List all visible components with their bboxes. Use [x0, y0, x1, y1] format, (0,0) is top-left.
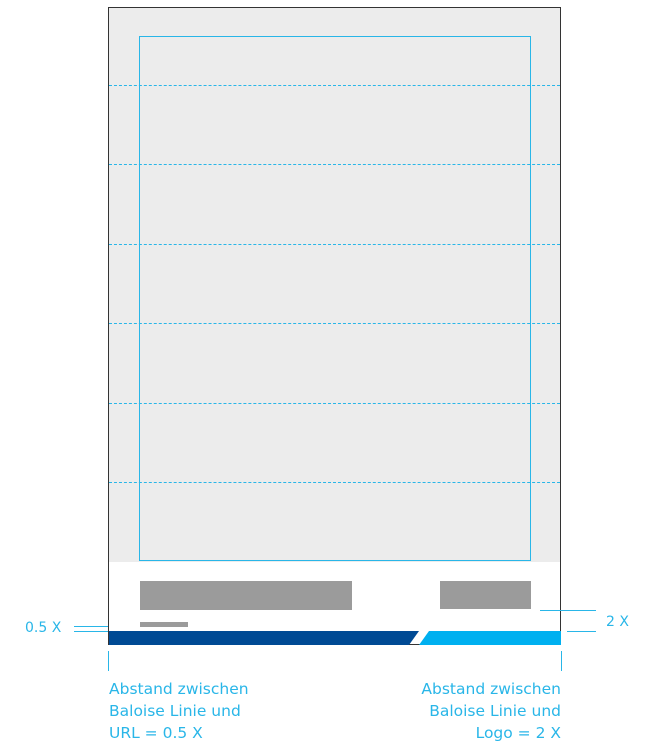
caption-right: Abstand zwischen Baloise Linie und Logo … — [421, 678, 561, 744]
measure-label-right: 2 X — [606, 614, 629, 630]
grid-line — [109, 323, 560, 324]
caption-right-line: Baloise Linie und — [429, 702, 561, 720]
measure-line-baseline — [74, 631, 108, 632]
tick-left — [108, 651, 109, 671]
baloise-line-light — [419, 631, 561, 645]
baloise-line — [109, 631, 561, 645]
grid-line — [109, 482, 560, 483]
caption-left: Abstand zwischen Baloise Linie und URL =… — [109, 678, 249, 744]
tick-right — [561, 651, 562, 671]
logo-placeholder — [440, 581, 531, 609]
measure-line-baseline-right — [567, 631, 596, 632]
grid-line — [109, 403, 560, 404]
caption-right-line: Logo = 2 X — [475, 724, 561, 742]
measure-label-left: 0.5 X — [25, 620, 62, 636]
caption-right-line: Abstand zwischen — [421, 680, 561, 698]
caption-left-line: Baloise Linie und — [109, 702, 241, 720]
measure-line-url — [74, 626, 108, 627]
measure-line-logo — [540, 610, 596, 611]
caption-left-line: Abstand zwischen — [109, 680, 249, 698]
baloise-line-dark — [109, 631, 419, 645]
caption-left-line: URL = 0.5 X — [109, 724, 203, 742]
image-area — [109, 8, 560, 562]
margin-box — [139, 36, 531, 561]
grid-line — [109, 164, 560, 165]
url-placeholder — [140, 622, 188, 627]
grid-line — [109, 244, 560, 245]
headline-placeholder — [140, 581, 352, 610]
grid-line — [109, 85, 560, 86]
